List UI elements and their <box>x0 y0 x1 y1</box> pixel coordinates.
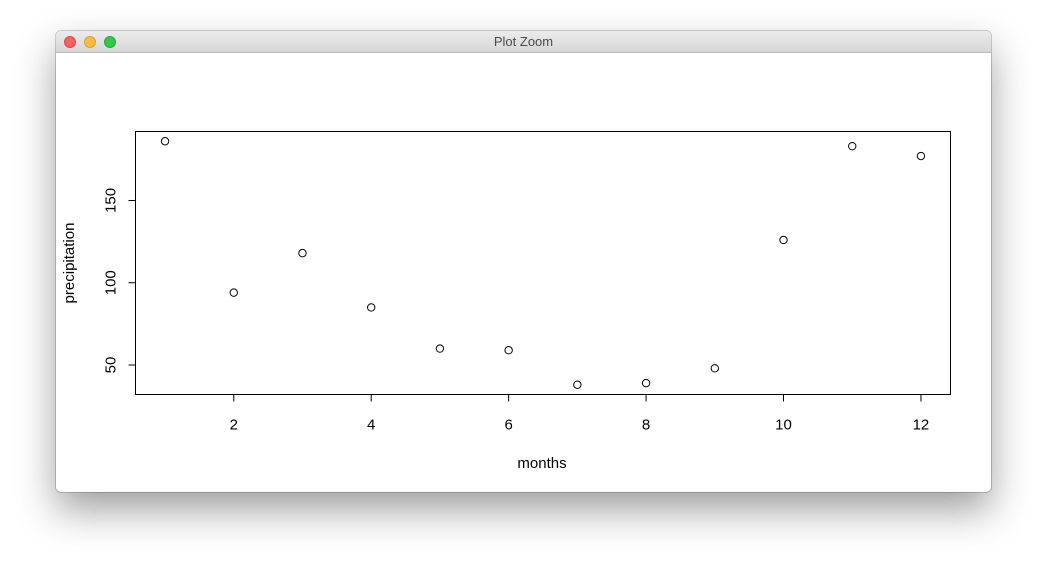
close-window-icon[interactable] <box>64 36 76 48</box>
title-bar[interactable]: Plot Zoom <box>56 31 991 53</box>
minimize-window-icon[interactable] <box>84 36 96 48</box>
x-axis-label: months <box>517 455 566 472</box>
y-tick-label: 100 <box>103 270 120 295</box>
data-point <box>504 346 513 355</box>
x-tick-label: 12 <box>913 417 930 434</box>
data-point <box>160 137 170 146</box>
plot-zoom-window: Plot Zoom 2 4 6 8 10 12 50 100 150 months preci… <box>56 31 991 492</box>
scatter-chart: 2 4 6 8 10 12 50 100 150 months precipitation <box>61 131 951 472</box>
x-axis: 2 4 6 8 10 12 <box>230 394 930 434</box>
x-tick-label: 10 <box>775 417 792 434</box>
zoom-window-icon[interactable] <box>104 36 116 48</box>
data-point <box>367 303 376 312</box>
data-point <box>848 141 857 151</box>
plot-area: 2 4 6 8 10 12 50 100 150 months precipitation <box>56 53 991 492</box>
y-tick-label: 150 <box>103 188 120 213</box>
x-tick-label: 8 <box>642 417 650 434</box>
y-axis: 50 100 150 <box>103 188 136 373</box>
data-point <box>229 288 238 297</box>
data-point <box>298 248 307 258</box>
data-point <box>573 380 582 389</box>
data-point <box>710 364 719 373</box>
data-point <box>779 235 788 245</box>
data-points <box>160 137 926 389</box>
x-tick-label: 4 <box>367 417 375 434</box>
data-point <box>916 151 926 161</box>
x-tick-label: 2 <box>230 417 238 434</box>
y-axis-label: precipitation <box>61 223 78 304</box>
x-tick-label: 6 <box>504 417 512 434</box>
y-tick-label: 50 <box>103 357 120 374</box>
window-title: Plot Zoom <box>493 34 554 49</box>
data-point <box>435 344 445 353</box>
data-point <box>641 378 651 388</box>
plot-frame <box>135 131 951 395</box>
